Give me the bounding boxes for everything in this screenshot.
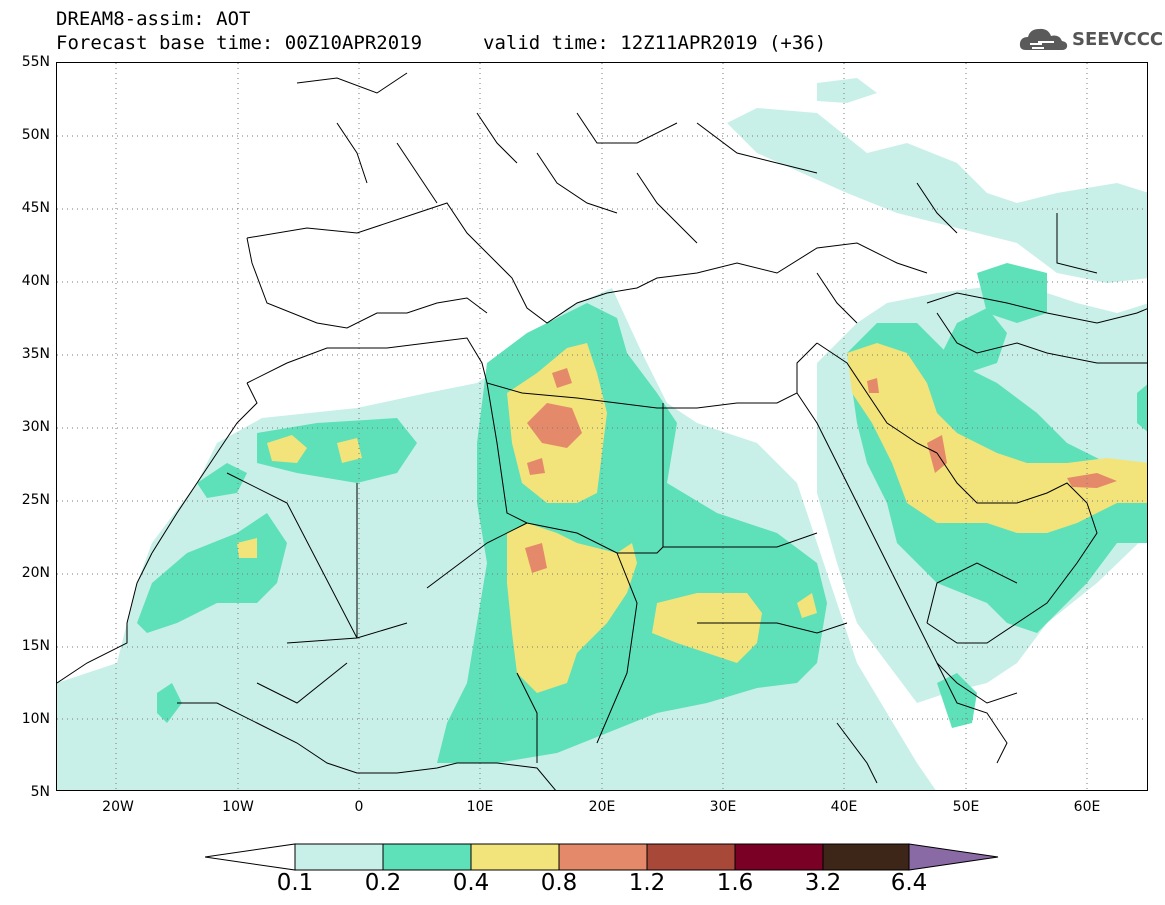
lat-label-5n: 5N xyxy=(30,784,50,800)
aot-map xyxy=(56,62,1148,791)
colorbar-bin-0.2-0.4 xyxy=(382,843,472,871)
colorbar-bin-0.1-0.2 xyxy=(294,843,384,871)
forecast-base-time: Forecast base time: 00Z10APR2019 xyxy=(56,32,423,54)
colorbar-label-0.2: 0.2 xyxy=(364,870,402,896)
lon-label-50e: 50E xyxy=(952,799,980,815)
lat-label-30n: 30N xyxy=(21,419,50,435)
colorbar-bin-0.4-0.8 xyxy=(470,843,560,871)
colorbar-label-1.2: 1.2 xyxy=(628,870,666,896)
lat-label-20n: 20N xyxy=(21,565,50,581)
colorbar-bin-1.2-1.6 xyxy=(646,843,736,871)
colorbar-above-triangle xyxy=(908,843,999,871)
lon-label-40e: 40E xyxy=(830,799,858,815)
aot-map-canvas xyxy=(57,63,1147,790)
cloud-icon xyxy=(1019,28,1068,50)
colorbar-label-1.6: 1.6 xyxy=(716,870,754,896)
aot-colorbar xyxy=(204,842,1000,872)
colorbar-bin-3.2-6.4 xyxy=(822,843,910,871)
colorbar-bin-0.8-1.2 xyxy=(558,843,648,871)
colorbar-label-0.1: 0.1 xyxy=(276,870,314,896)
lat-label-10n: 10N xyxy=(21,711,50,727)
colorbar-label-0.4: 0.4 xyxy=(452,870,490,896)
colorbar-label-6.4: 6.4 xyxy=(890,870,928,896)
colorbar-label-0.8: 0.8 xyxy=(540,870,578,896)
lon-label-10e: 10E xyxy=(466,799,494,815)
colorbar-bin-1.6-3.2 xyxy=(734,843,824,871)
lat-label-25n: 25N xyxy=(21,492,50,508)
lon-label-60e: 60E xyxy=(1073,799,1101,815)
valid-time: valid time: 12Z11APR2019 (+36) xyxy=(483,32,827,54)
lon-label-20e: 20E xyxy=(588,799,616,815)
coastlines-and-borders xyxy=(57,72,1147,790)
lat-label-15n: 15N xyxy=(21,638,50,654)
lon-label-20w: 20W xyxy=(102,799,134,815)
lat-label-40n: 40N xyxy=(21,273,50,289)
lon-label-10w: 10W xyxy=(222,799,254,815)
colorbar-label-3.2: 3.2 xyxy=(804,870,842,896)
lat-label-45n: 45N xyxy=(21,200,50,216)
lat-label-35n: 35N xyxy=(21,346,50,362)
lon-label-0: 0 xyxy=(354,799,364,815)
graticule xyxy=(57,63,1147,790)
lat-label-55n: 55N xyxy=(21,54,50,70)
logo-text: SEEVCCC xyxy=(1072,29,1164,50)
colorbar-below-triangle xyxy=(204,843,296,871)
seevccc-logo: SEEVCCC xyxy=(1018,22,1163,58)
aot-field-0.8 xyxy=(525,368,1117,573)
lon-label-30e: 30E xyxy=(709,799,737,815)
chart-title: DREAM8-assim: AOT xyxy=(56,8,251,30)
lat-label-50n: 50N xyxy=(21,127,50,143)
